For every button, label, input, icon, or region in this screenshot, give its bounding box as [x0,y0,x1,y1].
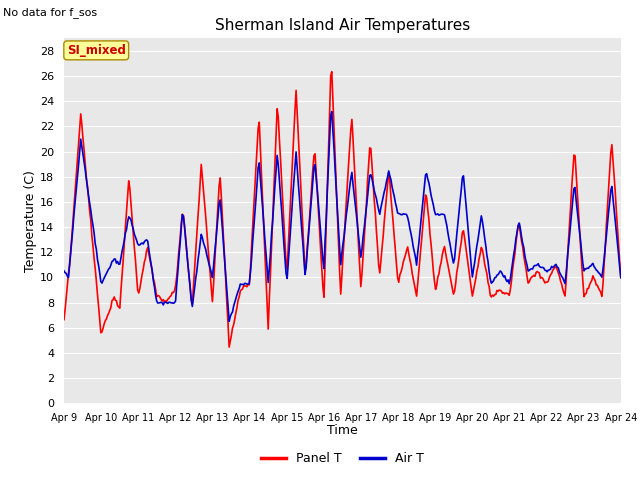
Air T [225,318,233,324]
Air T [328,109,335,115]
Panel T [519,243,527,249]
Panel T [328,69,335,74]
Panel T [606,168,614,173]
Panel T [225,344,233,350]
Air T [617,275,625,280]
Panel T [617,275,625,280]
Air T [60,268,68,274]
Panel T [364,179,371,184]
Legend: Panel T, Air T: Panel T, Air T [256,447,429,470]
Text: No data for f_sos: No data for f_sos [3,7,97,18]
Panel T [60,317,68,323]
Panel T [394,275,401,281]
Y-axis label: Temperature (C): Temperature (C) [24,170,37,272]
Air T [394,210,401,216]
Panel T [326,110,333,116]
Air T [519,240,527,246]
Text: SI_mixed: SI_mixed [67,44,125,57]
Air T [606,200,614,205]
Panel T [330,126,338,132]
X-axis label: Time: Time [327,424,358,437]
Title: Sherman Island Air Temperatures: Sherman Island Air Temperatures [215,18,470,33]
Line: Air T: Air T [64,112,621,321]
Air T [326,137,333,143]
Line: Panel T: Panel T [64,72,621,347]
Air T [330,146,338,152]
Air T [364,194,371,200]
